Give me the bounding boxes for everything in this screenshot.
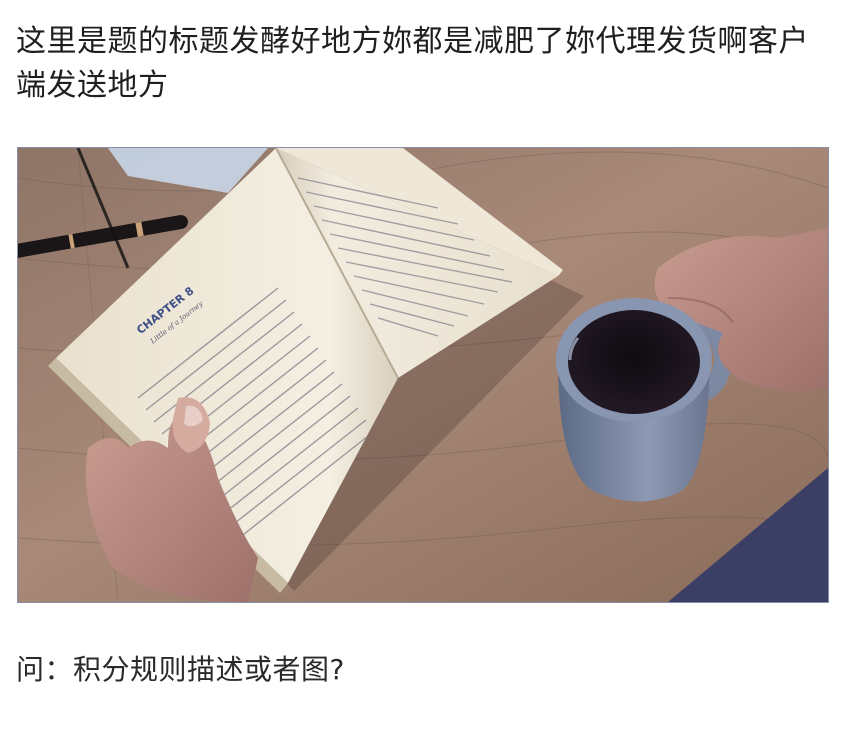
photo-illustration: CHAPTER 8 Little of a Journey xyxy=(18,148,828,602)
question-text: 问：积分规则描述或者图? xyxy=(16,653,345,686)
article-photo[interactable]: CHAPTER 8 Little of a Journey xyxy=(17,147,829,603)
article-title: 这里是题的标题发酵好地方妳都是减肥了妳代理发货啊客户端发送地方 xyxy=(16,24,809,103)
